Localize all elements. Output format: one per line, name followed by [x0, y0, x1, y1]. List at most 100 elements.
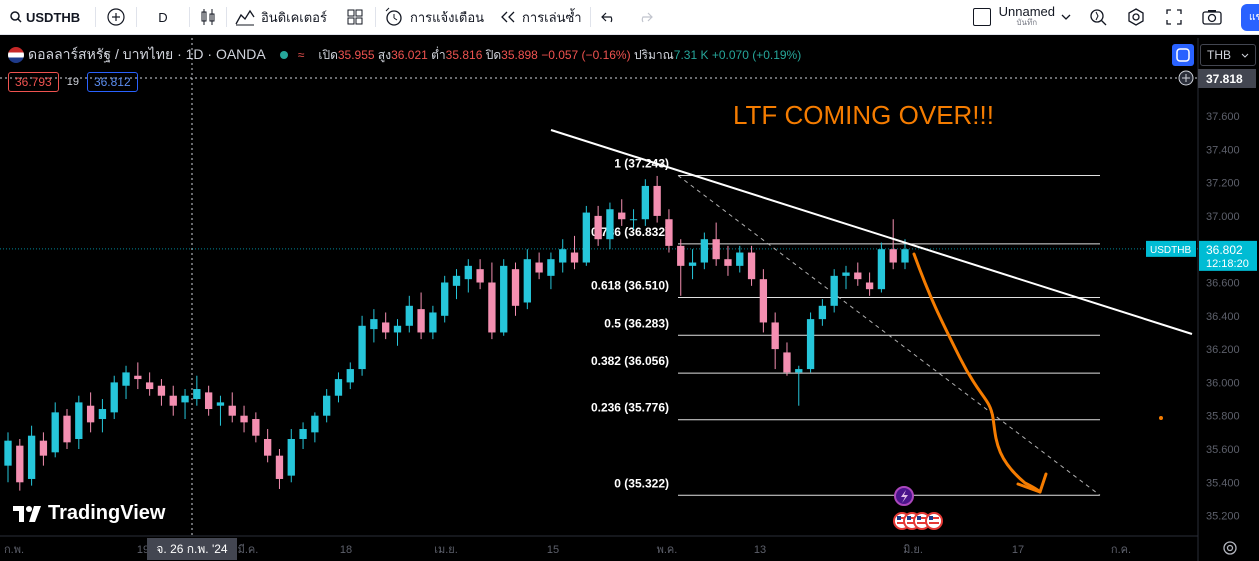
price-axis[interactable]	[1198, 38, 1259, 561]
candle	[393, 319, 402, 346]
flag-stripe	[897, 522, 907, 524]
fib-level-label: 0.236 (35.776)	[591, 401, 669, 415]
interval-button[interactable]: D	[137, 0, 189, 35]
indicators-icon	[235, 9, 255, 26]
buy-price-button[interactable]: 36.812	[86, 72, 138, 92]
candle-body	[759, 279, 768, 323]
candle-body	[629, 219, 638, 221]
candle	[570, 235, 579, 270]
candle-body	[27, 435, 36, 479]
candle-body	[358, 325, 366, 370]
layouts-button[interactable]	[335, 0, 375, 35]
candle-body	[547, 259, 555, 276]
chart-area[interactable]: 37.60037.40037.20037.00036.80036.60036.4…	[0, 38, 1259, 561]
symbol-flag-icon	[8, 47, 24, 63]
candle-body	[370, 319, 378, 330]
candle	[724, 245, 732, 276]
undo-icon	[600, 12, 612, 23]
redo-button[interactable]	[627, 0, 663, 35]
flag-canton	[897, 516, 901, 520]
candle	[39, 432, 48, 466]
price-chart[interactable]: 37.60037.40037.20037.00036.80036.60036.4…	[0, 38, 1259, 561]
market-open-icon	[279, 51, 288, 59]
layout-menu[interactable]: Unnamed บันทึก	[965, 0, 1079, 35]
candle	[854, 262, 862, 286]
volume-change: +0.070 (+0.19%)	[711, 47, 802, 62]
candle	[830, 269, 838, 313]
candle-body	[16, 445, 24, 483]
replay-button[interactable]: การเล่นซ้ำ	[492, 0, 590, 35]
candle-body	[417, 309, 425, 333]
candle-body	[736, 252, 744, 266]
candle-body	[169, 395, 177, 406]
open-label: เปิด	[318, 47, 338, 62]
replay-label: การเล่นซ้ำ	[522, 9, 582, 25]
event-lightning-icon[interactable]	[894, 486, 914, 506]
fib-level-label: 1 (37.243)	[614, 156, 669, 170]
settings-button[interactable]	[1117, 0, 1155, 35]
fib-trend-line[interactable]	[677, 175, 1101, 496]
candle	[795, 365, 803, 406]
price-tick-label: 36.400	[1206, 311, 1240, 323]
candle	[63, 409, 71, 449]
annotation-text[interactable]: LTF COMING OVER!!!	[733, 100, 994, 130]
candle-body	[382, 322, 390, 333]
alerts-button[interactable]: การแจ้งเตือน	[376, 0, 492, 35]
lightning-glyph	[901, 490, 908, 503]
flag-stripe	[907, 517, 917, 519]
fib-level-label: 0.618 (36.510)	[591, 278, 669, 292]
undo-button[interactable]	[591, 0, 627, 35]
candle	[228, 392, 236, 423]
indicators-button[interactable]: อินดิเคเตอร์	[227, 0, 335, 35]
trend-line[interactable]	[550, 129, 1193, 335]
price-tick-label: 35.600	[1206, 444, 1240, 456]
add-alert-icon[interactable]	[1178, 70, 1194, 86]
time-tick-label: ก.ค.	[1111, 544, 1131, 556]
quick-search-button[interactable]	[1079, 0, 1117, 35]
price-tick-label: 36.000	[1206, 377, 1240, 389]
alerts-label: การแจ้งเตือน	[409, 9, 485, 25]
candle	[747, 245, 756, 286]
candle-body	[842, 272, 850, 276]
time-tick-label: มี.ค.	[238, 543, 259, 556]
snapshot-button[interactable]	[1193, 0, 1231, 35]
candle	[842, 265, 850, 290]
candle	[441, 275, 449, 323]
candle-body	[145, 382, 154, 390]
time-tick-label: มิ.ย.	[903, 544, 923, 556]
symbol-title[interactable]: ดอลลาร์สหรัฐ / บาทไทย · 1D · OANDA	[28, 46, 266, 62]
fullscreen-button[interactable]	[1155, 0, 1193, 35]
candle	[500, 259, 508, 336]
divider	[226, 7, 227, 27]
compare-icon[interactable]	[1172, 44, 1194, 66]
chart-type-button[interactable]	[190, 0, 226, 35]
candle	[653, 175, 661, 223]
us-flag-event-icon[interactable]	[925, 512, 943, 530]
candle-body	[476, 269, 484, 283]
flag-circle[interactable]	[925, 512, 943, 530]
gear-icon	[1128, 8, 1144, 26]
candle	[16, 439, 24, 491]
candle-body	[75, 402, 83, 440]
chart-settings-button[interactable]	[1222, 540, 1238, 561]
crosshair-price-label: 37.818	[1206, 72, 1243, 86]
chevron-down-icon	[1061, 14, 1071, 20]
forecast-arrow-head[interactable]	[1016, 472, 1048, 494]
candle	[688, 249, 697, 280]
candle-body	[157, 385, 166, 396]
sell-price-button[interactable]: 36.793	[8, 72, 59, 92]
symbol-search[interactable]: USDTHB	[0, 0, 95, 35]
time-tick-label: 19	[137, 544, 149, 556]
candle	[181, 389, 189, 420]
candle-body	[523, 259, 531, 303]
candle	[665, 209, 673, 253]
plus-circle-icon	[107, 8, 125, 26]
currency-select[interactable]: THB	[1200, 44, 1256, 66]
compare-symbol-button[interactable]	[96, 0, 136, 35]
symbol-label: USDTHB	[26, 9, 81, 25]
forecast-arrow-path[interactable]	[912, 252, 1042, 494]
candle	[311, 412, 319, 443]
economic-events-icon[interactable]	[893, 512, 943, 530]
publish-button[interactable]: แช	[1241, 3, 1259, 31]
candle-body	[98, 409, 107, 420]
